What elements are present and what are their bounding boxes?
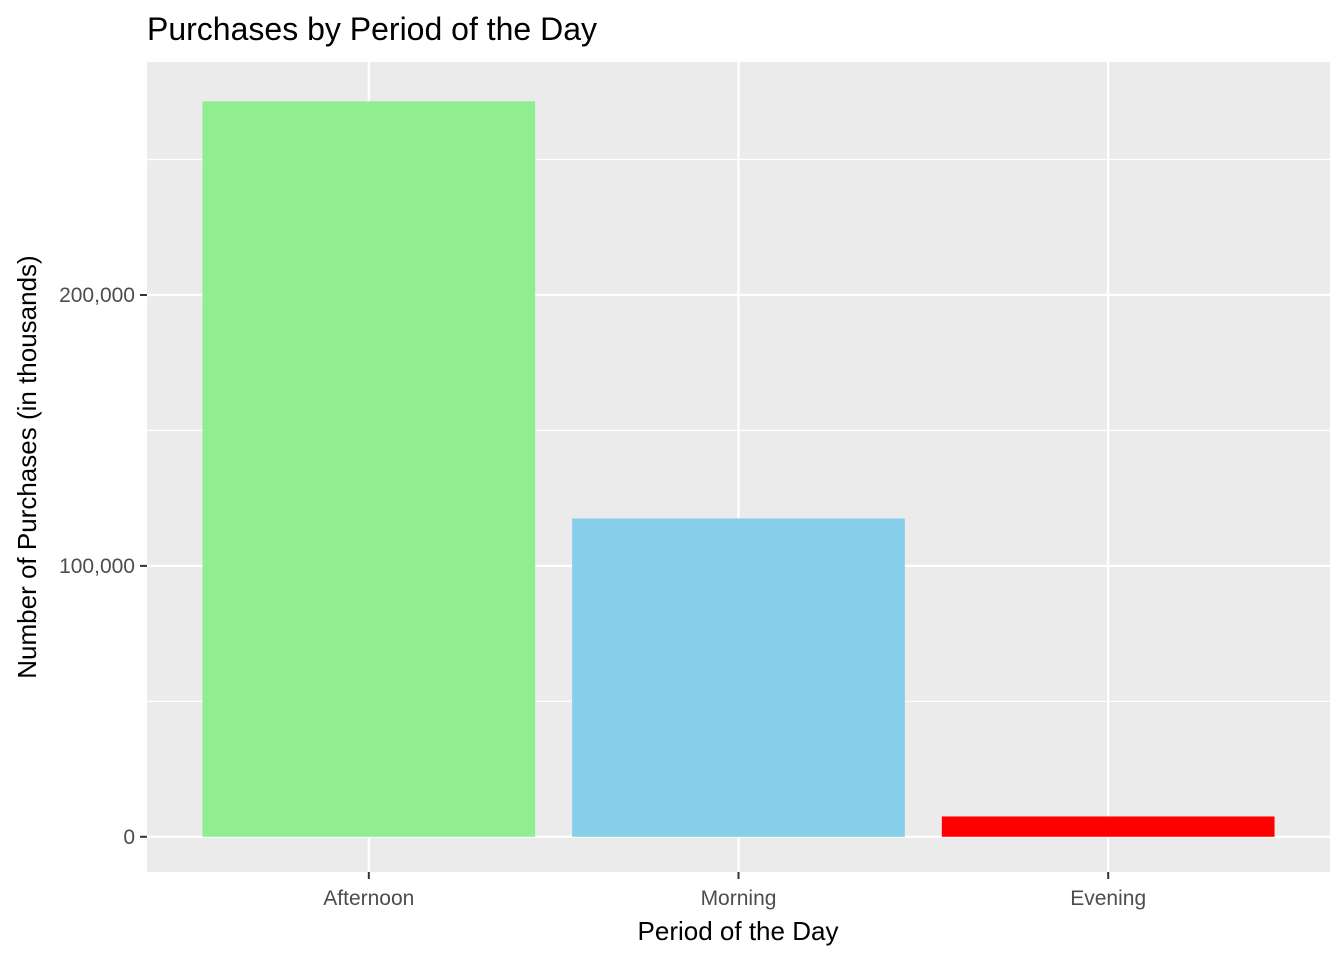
y-tick-label-2: 200,000 — [59, 284, 135, 307]
y-tick-label-1: 100,000 — [59, 555, 135, 578]
x-axis-ticks: Afternoon Morning Evening — [323, 872, 1146, 910]
x-tick-label-morning: Morning — [701, 887, 777, 910]
bars — [202, 101, 1275, 837]
bar-morning — [572, 518, 905, 837]
x-axis-title: Period of the Day — [638, 916, 839, 946]
y-axis-title: Number of Purchases (in thousands) — [12, 255, 42, 678]
x-tick-label-afternoon: Afternoon — [323, 887, 414, 910]
y-axis-ticks: 0 100,000 200,000 — [59, 284, 147, 849]
y-tick-label-0: 0 — [123, 826, 135, 849]
x-tick-label-evening: Evening — [1070, 887, 1146, 910]
bar-afternoon — [202, 101, 536, 837]
bar-evening — [941, 816, 1275, 837]
chart-title: Purchases by Period of the Day — [147, 11, 597, 47]
